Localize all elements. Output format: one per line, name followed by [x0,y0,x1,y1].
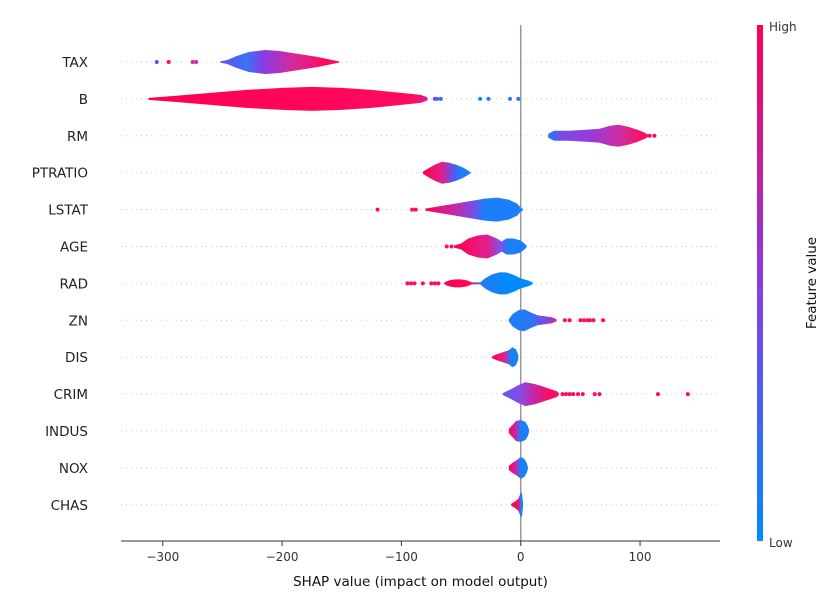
outlier-point [486,96,491,101]
x-tick-label: −100 [385,550,418,564]
outlier-point [571,392,576,397]
outlier-point [429,281,434,286]
outlier-point [601,318,606,323]
violin-body [492,347,519,368]
outlier-point [591,318,596,323]
violin-body [508,309,557,332]
violin-body [148,86,428,111]
x-tick-label: 0 [517,550,525,564]
x-tick-label: −300 [146,550,179,564]
outlier-point [587,318,592,323]
outlier-point [647,133,652,138]
outlier-point [562,318,567,323]
x-ticks: −300 −200 −100 0 100 [146,541,652,564]
violin-body [425,197,524,222]
outlier-point [194,60,199,64]
violin-body [508,420,530,442]
outlier-point [597,392,602,397]
colorbar-low-label: Low [769,536,793,550]
feature-label: RM [67,129,88,145]
outlier-point [578,318,583,323]
colorbar-gradient [757,25,763,541]
outlier-point [438,96,443,101]
x-axis-title: SHAP value (impact on model output) [293,574,548,590]
feature-label: LSTAT [48,203,88,219]
feature-label: CRIM [54,387,88,403]
outlier-point [449,244,454,249]
violin-nox [508,456,528,479]
outlier-point [576,392,581,397]
feature-label: DIS [65,350,88,366]
feature-label: INDUS [45,424,88,440]
violin-chas [511,492,524,517]
outlier-point [405,281,410,286]
colorbar: High Low Feature value [757,20,820,550]
violin-body [502,382,559,407]
outlier-point [580,392,585,397]
outlier-point [564,392,569,397]
feature-label: B [79,92,88,108]
outlier-point [435,96,440,101]
outlier-point [516,96,521,101]
violin-indus [508,420,530,442]
violin-b [148,86,521,111]
x-tick-label: −200 [266,550,299,564]
outlier-point [154,60,159,64]
outlier-point [567,318,572,323]
x-tick-label: 100 [629,550,652,564]
violin-rad [405,272,533,295]
x-axis: −300 −200 −100 0 100 SHAP value (impact on m… [121,540,720,590]
violin-body [508,456,528,479]
outlier-point [420,281,425,286]
feature-label: PTRATIO [32,166,88,182]
feature-label: RAD [60,276,88,292]
outlier-point [375,207,380,212]
violin-body [548,124,649,147]
feature-label: CHAS [51,498,88,514]
violin-group [148,50,690,517]
outlier-point [410,207,415,212]
violin-zn [508,309,606,332]
violin-lstat [375,197,524,222]
colorbar-title: Feature value [804,237,820,329]
violin-rm [548,124,657,147]
outlier-point [581,318,586,323]
outlier-point [166,60,171,64]
violin-body [511,492,524,517]
outlier-point [567,392,572,397]
feature-label: TAX [61,55,88,71]
violin-body [220,50,340,74]
feature-label: NOX [59,461,88,477]
outlier-point [432,281,437,286]
violin-dis [492,347,519,368]
violin-body [444,272,533,295]
violin-body [422,161,471,184]
outlier-point [655,392,660,397]
outlier-point [444,244,449,249]
outlier-point [413,207,418,212]
outlier-point [560,392,565,397]
violin-ptratio [422,161,471,184]
outlier-point [592,392,597,397]
violin-crim [502,382,690,407]
outlier-point [408,281,413,286]
violin-age [444,234,527,259]
violin-body [453,234,527,259]
violin-tax [154,50,340,74]
outlier-point [685,392,690,397]
feature-label: ZN [69,313,88,329]
outlier-point [190,60,195,64]
feature-label: AGE [60,240,88,256]
outlier-point [436,281,441,286]
colorbar-high-label: High [769,20,797,34]
outlier-point [412,281,417,286]
outlier-point [478,96,483,101]
outlier-point [507,96,512,101]
feature-labels: TAX B RM PTRATIO LSTAT AGE RAD ZN DIS CRIM INDUS NO… [32,55,89,514]
outlier-point [652,133,657,138]
